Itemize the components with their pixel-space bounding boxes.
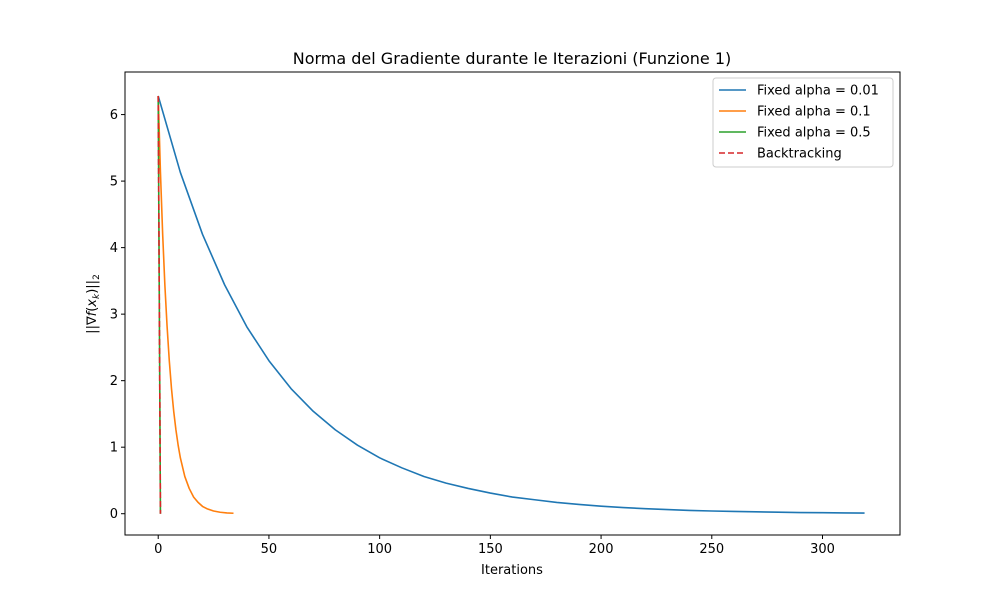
legend-label-2: Fixed alpha = 0.5 [757,126,871,141]
chart-title: Norma del Gradiente durante le Iterazion… [293,49,732,68]
series-line-0 [157,95,865,514]
x-tick-label: 0 [154,542,162,557]
x-tick-label: 50 [261,542,278,557]
y-tick-label: 0 [110,507,118,522]
legend-box [712,77,894,168]
legend: Fixed alpha = 0.01 Fixed alpha = 0.1 Fixed… [712,77,894,168]
x-tick-label: 300 [810,542,835,557]
x-tick-label: 250 [699,542,724,557]
plot-frame [124,71,901,536]
x-tick-label: 100 [367,542,392,557]
y-tick-label: 4 [110,241,118,256]
y-axis-label: ||∇f(xk)||2 [85,274,102,334]
y-tick-label: 5 [110,175,118,190]
x-tick-label: 200 [589,542,614,557]
y-tick-label: 3 [110,308,118,323]
legend-label-0: Fixed alpha = 0.01 [757,84,879,99]
x-axis-label: Iterations [481,563,543,578]
legend-label-1: Fixed alpha = 0.1 [757,105,871,120]
series-line-3 [157,95,162,514]
series-line-1 [157,95,234,515]
x-axis: 0 50 100 150 200 250 300 [154,535,835,557]
y-tick-label: 2 [110,374,118,389]
y-tick-label: 6 [110,108,118,123]
y-axis: 0 1 2 3 4 5 6 [110,108,125,522]
legend-label-3: Backtracking [757,147,842,162]
series-layer [157,95,865,515]
y-tick-label: 1 [110,441,118,456]
x-tick-label: 150 [478,542,503,557]
